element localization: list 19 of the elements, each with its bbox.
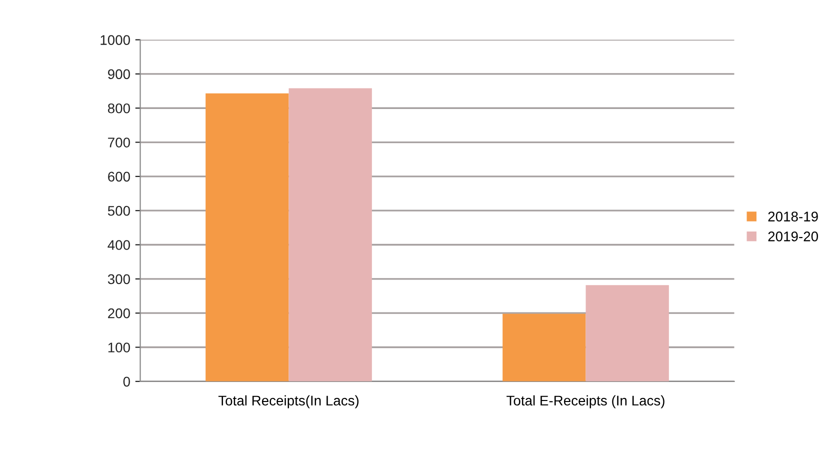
y-tick-label: 700 [108, 138, 130, 148]
y-tick-label: 300 [108, 274, 130, 284]
y-tick-label: 0 [123, 376, 130, 387]
x-tick-label: Total Receipts(In Lacs) [218, 395, 359, 408]
y-tick-label: 800 [108, 103, 130, 114]
legend-label: 2018-19 [768, 212, 818, 222]
x-tick-label: Total E-Receipts (In Lacs) [506, 395, 664, 408]
bar [586, 285, 669, 382]
y-tick-label: 200 [108, 308, 130, 318]
y-tick-label: 900 [108, 69, 130, 80]
bar [502, 314, 586, 382]
y-tick-label: 100 [108, 342, 130, 352]
bar [206, 93, 289, 382]
y-tick-label: 400 [108, 240, 130, 250]
y-tick-label: 600 [108, 172, 130, 182]
y-tick-label: 500 [108, 206, 130, 216]
legend-label: 2019-20 [768, 232, 818, 242]
y-tick-label: 1000 [100, 35, 130, 45]
bar [288, 88, 372, 382]
